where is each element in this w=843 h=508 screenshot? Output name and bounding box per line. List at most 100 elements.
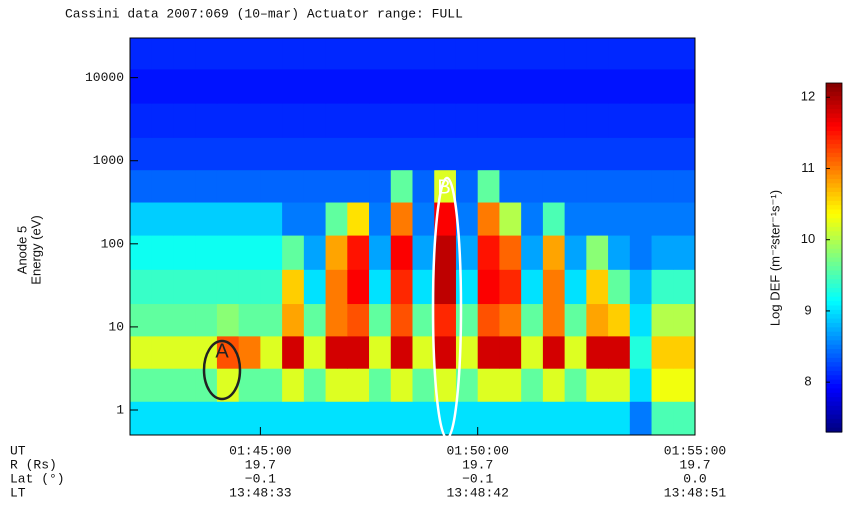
colorbar-step (826, 274, 842, 280)
heatmap-cell (151, 335, 174, 369)
heatmap-cell (369, 269, 392, 305)
colorbar-frame (825, 82, 843, 433)
heatmap-cell (173, 269, 196, 305)
colorbar-step (826, 231, 842, 237)
annotation-label: A (215, 340, 229, 362)
heatmap-cell (260, 235, 283, 270)
colorbar-step (826, 423, 842, 429)
heatmap-cell (130, 37, 153, 70)
ephemeris-value: 0.0 (683, 471, 706, 486)
heatmap-cell (325, 202, 348, 236)
heatmap-cell (586, 137, 609, 171)
heatmap-cell (586, 303, 609, 337)
heatmap-cell (195, 202, 218, 236)
y-label-line: Energy (eV) (28, 215, 43, 284)
colorbar-step (826, 292, 842, 298)
heatmap-cell (608, 269, 631, 305)
colorbar-step (826, 357, 842, 363)
heatmap-cell (455, 401, 479, 436)
heatmap-cell (173, 103, 196, 138)
heatmap-cell (629, 335, 653, 369)
heatmap-cell (564, 37, 587, 70)
heatmap-cell (216, 37, 240, 70)
heatmap-cell (608, 137, 631, 171)
colorbar-step (826, 349, 842, 355)
colorbar-step (826, 266, 842, 272)
heatmap-cell (521, 68, 544, 104)
heatmap-cell (347, 202, 370, 236)
heatmap-cell (238, 169, 261, 203)
heatmap-cell (477, 368, 500, 402)
heatmap-cell (564, 401, 587, 436)
colorbar-step (826, 353, 842, 359)
heatmap-cell (434, 269, 457, 305)
colorbar-step (826, 270, 842, 276)
heatmap-cell (586, 235, 609, 270)
heatmap-cell (325, 37, 348, 70)
heatmap-cell (477, 269, 500, 305)
heatmap-cell (564, 368, 587, 402)
heatmap-cell (130, 103, 153, 138)
heatmap-cell (130, 335, 153, 369)
heatmap-cell (282, 303, 305, 337)
heatmap-cell (195, 335, 218, 369)
colorbar-step (826, 375, 842, 381)
heatmap-cell (325, 401, 348, 436)
colorbar-step (826, 183, 842, 189)
colorbar-step (826, 318, 842, 324)
heatmap-cell (477, 103, 500, 138)
heatmap-cell (434, 235, 457, 270)
heatmap-cell (303, 368, 327, 402)
heatmap-cell (347, 137, 370, 171)
heatmap-cell (499, 335, 522, 369)
heatmap-cell (434, 368, 457, 402)
heatmap-cell (130, 269, 153, 305)
heatmap-cell (195, 269, 218, 305)
heatmap-cell (651, 169, 674, 203)
ephemeris-label: UT (10, 443, 26, 458)
heatmap-cell (586, 37, 609, 70)
heatmap-cell (303, 37, 327, 70)
heatmap-cell (542, 368, 566, 402)
heatmap-cell (629, 303, 653, 337)
heatmap-cell (477, 335, 500, 369)
colorbar-step (826, 240, 842, 246)
ephemeris-value: 19.7 (462, 457, 493, 472)
annotation-ellipse (202, 339, 242, 401)
x-tick-label: 01:55:00 (664, 443, 726, 458)
heatmap-cell (521, 269, 544, 305)
heatmap-cell (477, 169, 500, 203)
colorbar-step (826, 301, 842, 307)
heatmap-cell (238, 202, 261, 236)
heatmap-cell (282, 235, 305, 270)
heatmap-cell (455, 303, 479, 337)
heatmap-cell (238, 335, 261, 369)
heatmap-cell (260, 37, 283, 70)
heatmap-cell (586, 368, 609, 402)
heatmap-cell (390, 335, 413, 369)
heatmap-cell (238, 269, 261, 305)
heatmap-cell (651, 37, 674, 70)
colorbar-step (826, 305, 842, 311)
heatmap-cell (651, 269, 674, 305)
heatmap-cell (216, 235, 240, 270)
colorbar-step (826, 331, 842, 337)
y-tick-label: 10 (108, 319, 124, 334)
heatmap-cell (347, 37, 370, 70)
colorbar-step (826, 96, 842, 102)
heatmap-cell (434, 103, 457, 138)
colorbar-step (826, 170, 842, 176)
heatmap-cell (216, 169, 240, 203)
heatmap-cell (130, 169, 153, 203)
heatmap-cell (151, 103, 174, 138)
heatmap-cell (542, 269, 566, 305)
colorbar-step (826, 370, 842, 376)
heatmap-cell (629, 202, 653, 236)
colorbar-step (826, 283, 842, 289)
ephemeris-label: Lat (°) (10, 471, 65, 486)
heatmap-cell (325, 335, 348, 369)
colorbar-step (826, 248, 842, 254)
heatmap-cell (499, 137, 522, 171)
heatmap-cell (673, 235, 696, 270)
